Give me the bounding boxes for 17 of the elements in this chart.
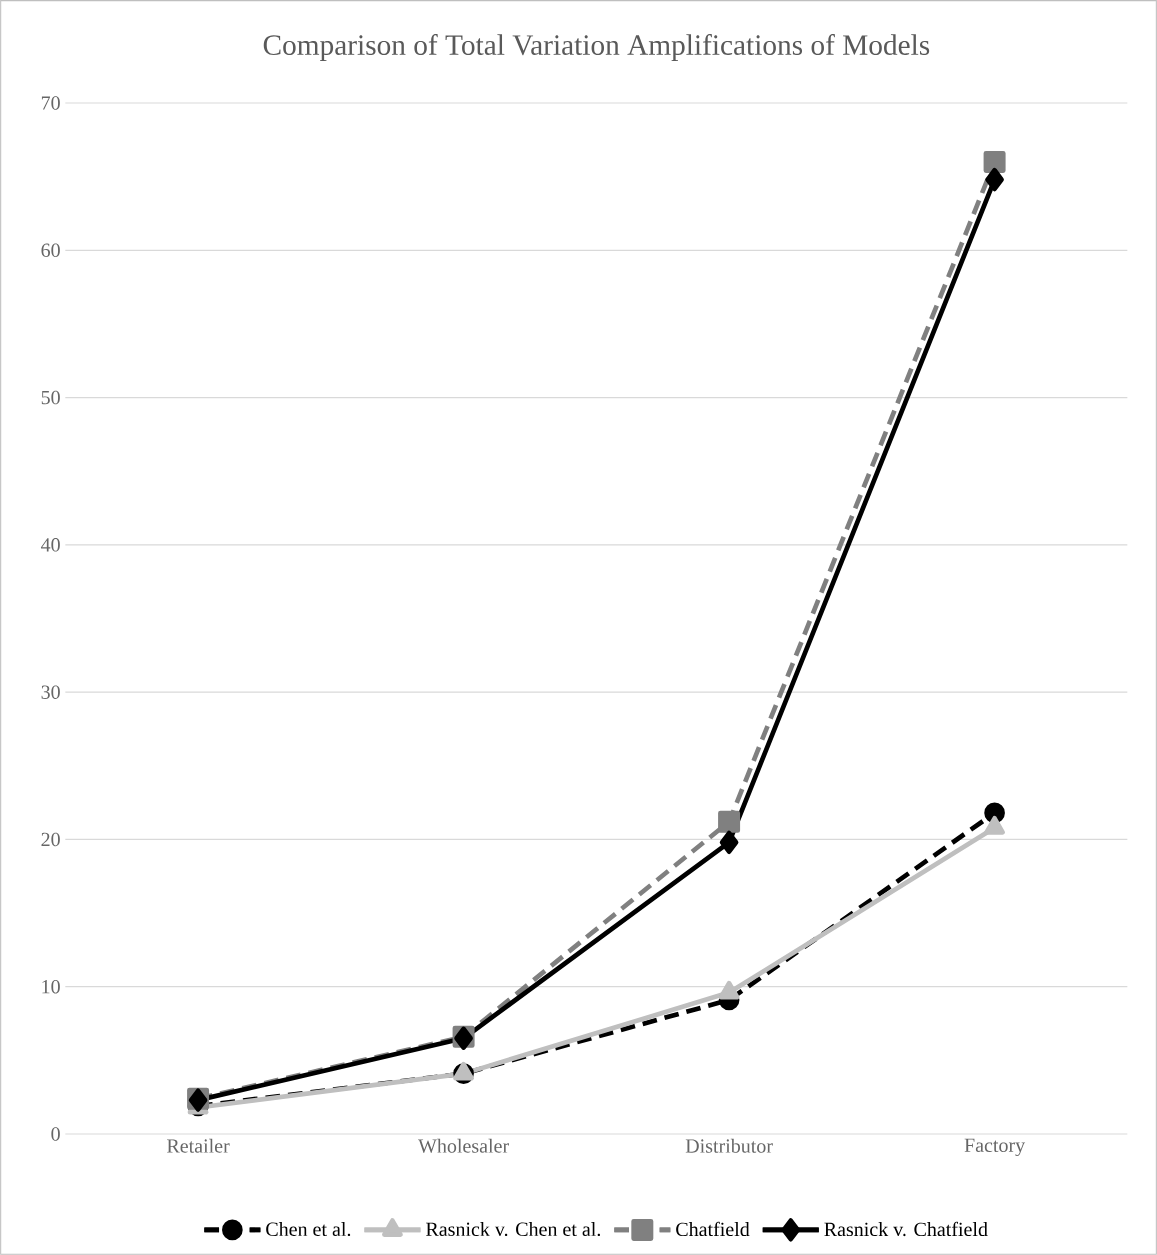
chart-title: Comparison of Total Variation Amplifications of Models [263,34,930,61]
y-tick-label: 10 [42,979,60,994]
legend-label: Rasnick v. Chatfield [824,1221,988,1237]
y-tick-label: 20 [41,832,60,847]
legend-label: Chatfield [676,1221,750,1237]
x-tick-label: Distributor [685,1138,773,1153]
y-tick-label: 40 [41,538,60,552]
y-tick-label: 50 [41,390,60,405]
y-tick-label: 60 [41,243,60,258]
legend-label: Chen et al. [266,1221,351,1237]
x-tick-label: Retailer [167,1138,230,1153]
y-tick-label: 30 [41,685,60,699]
x-tick-label: Factory [964,1138,1026,1157]
y-tick-label: 70 [41,96,60,110]
x-tick-label: Wholesaler [418,1138,509,1153]
legend-label: Rasnick v. Chen et al. [426,1221,601,1237]
y-tick-label: 0 [51,1127,60,1141]
